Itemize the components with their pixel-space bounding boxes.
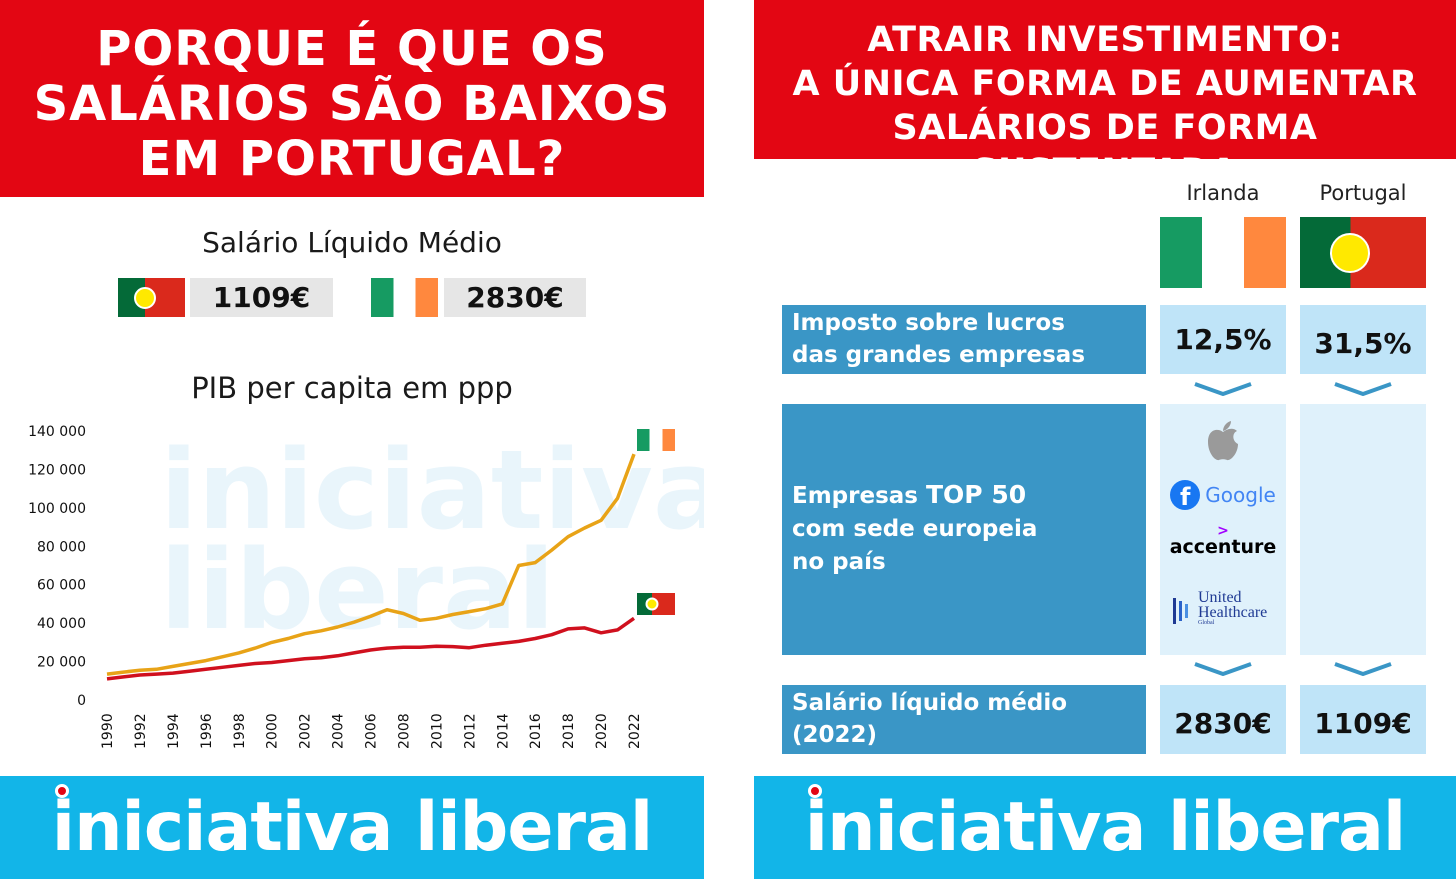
tax-portugal-value: 31,5% [1300, 305, 1426, 374]
logo-text-part-2: liberal [415, 788, 653, 867]
portugal-companies-cell [1300, 404, 1426, 655]
chevron-down-icon [1194, 382, 1252, 396]
ireland-line-flag-icon [637, 429, 675, 451]
y-tick-label: 80 000 [37, 539, 86, 555]
logo-text-part-1: iniciativa [804, 788, 1147, 867]
accenture-logo: > accenture [1160, 523, 1286, 558]
logo-text-part-1: iniciativa [51, 788, 394, 867]
right-title-line-1: ATRAIR INVESTIMENTO: [867, 20, 1343, 60]
chevron-down-icon [1334, 382, 1392, 396]
left-title-line-1: PORQUE É QUE OS [96, 21, 608, 77]
column-header-portugal: Portugal [1319, 181, 1407, 205]
y-tick-label: 20 000 [37, 655, 86, 671]
x-tick-label: 2014 [495, 713, 511, 749]
right-title-banner: ATRAIR INVESTIMENTO: A ÚNICA FORMA DE AU… [754, 0, 1456, 192]
right-footer-logo: iniciativa liberal [754, 776, 1456, 879]
left-title-line-2: SALÁRIOS SÃO BAIXOS [33, 76, 671, 132]
x-tick-label: 2020 [594, 713, 610, 749]
left-footer-logo: iniciativa liberal [0, 776, 704, 879]
logo-text-part-2: liberal [1168, 788, 1406, 867]
row-label-salary: Salário líquido médio (2022) [782, 685, 1146, 754]
chevron-down-icon [1334, 662, 1392, 676]
salary-label-line-2: (2022) [792, 722, 878, 748]
chart-series [106, 453, 636, 681]
left-infographic: iniciativa liberal PORQUE É QUE OS SALÁR… [0, 0, 704, 879]
x-tick-label: 1990 [100, 713, 116, 749]
ireland-flag-icon [1160, 217, 1286, 288]
salary-heading: Salário Líquido Médio [202, 226, 502, 259]
x-tick-label: 2002 [298, 713, 314, 749]
chevron-down-icon [1194, 662, 1252, 676]
x-axis: 1990 1992 1994 1996 1998 2000 2002 2004 2006 2008… [100, 713, 643, 749]
watermark: iniciativa liberal [160, 426, 704, 654]
x-tick-label: 2008 [396, 713, 412, 749]
y-tick-label: 60 000 [37, 578, 86, 594]
y-tick-label: 40 000 [37, 616, 86, 632]
x-tick-label: 2022 [627, 713, 643, 749]
portugal-flag-icon [1300, 217, 1426, 288]
watermark-line-2: liberal [160, 526, 555, 654]
salary-portugal-cell: 1109€ [1300, 685, 1426, 754]
portugal-flag-icon [118, 278, 185, 317]
x-tick-label: 2004 [331, 713, 347, 749]
accenture-caret-icon: > [1217, 523, 1229, 539]
portugal-line-flag-icon [637, 593, 675, 615]
x-tick-label: 1996 [199, 713, 215, 749]
y-axis: 0 20 000 40 000 60 000 80 000 100 000 120 000 1… [28, 424, 86, 709]
tax-label-line-2: das grandes empresas [792, 342, 1086, 368]
top50-label-line-3: no país [792, 549, 886, 575]
left-title-banner: PORQUE É QUE OS SALÁRIOS SÃO BAIXOS EM P… [0, 0, 704, 197]
salary-ireland-cell: 2830€ [1160, 685, 1286, 754]
salary-label-line-1: Salário líquido médio [792, 690, 1068, 716]
left-title-line-3: EM PORTUGAL? [138, 131, 566, 187]
x-tick-label: 2006 [364, 713, 380, 749]
facebook-logo-icon: f [1170, 480, 1201, 511]
x-tick-label: 1994 [166, 713, 182, 749]
x-tick-label: 1998 [232, 713, 248, 749]
right-title-line-2: A ÚNICA FORMA DE AUMENTAR [792, 64, 1418, 104]
y-tick-label: 100 000 [28, 501, 86, 517]
y-tick-label: 140 000 [28, 424, 86, 440]
row-label-top50: Empresas TOP 50 com sede europeia no paí… [782, 404, 1146, 655]
x-tick-label: 2012 [462, 713, 478, 749]
y-tick-label: 120 000 [28, 462, 86, 478]
tax-label-line-1: Imposto sobre lucros [792, 310, 1065, 336]
x-tick-label: 2000 [265, 713, 281, 749]
y-tick-label: 0 [77, 693, 86, 709]
top50-label-line-1: Empresas TOP 50 [792, 480, 1027, 509]
series-line-ireland [106, 453, 636, 676]
column-header-ireland: Irlanda [1186, 181, 1260, 205]
ireland-flag-icon [371, 278, 438, 317]
x-tick-label: 2018 [561, 713, 577, 749]
united-healthcare-logo: United Healthcare Global [1160, 590, 1286, 630]
tax-ireland-value: 12,5% [1160, 305, 1286, 374]
panel-gutter [704, 0, 754, 879]
facebook-google-logos: f Google [1160, 480, 1286, 514]
right-title-line-3: SALÁRIOS DE FORMA SUSTENTADA [892, 108, 1318, 192]
chart-title: PIB per capita em ppp [191, 371, 513, 405]
ireland-companies-cell: f Google > accenture United Healthcare G… [1160, 404, 1286, 655]
right-infographic: ATRAIR INVESTIMENTO: A ÚNICA FORMA DE AU… [754, 0, 1456, 879]
gdp-line-chart: 0 20 000 40 000 60 000 80 000 100 000 120 000 1… [28, 424, 643, 749]
x-tick-label: 1992 [133, 713, 149, 749]
salary-portugal-value: 1109€ [190, 278, 333, 317]
salary-ireland-value: 2830€ [444, 278, 586, 317]
series-line-portugal [106, 616, 636, 681]
x-tick-label: 2016 [528, 713, 544, 749]
row-label-tax: Imposto sobre lucros das grandes empresa… [782, 305, 1146, 374]
google-logo: Google [1205, 483, 1276, 507]
top50-label-line-2: com sede europeia [792, 516, 1038, 542]
united-healthcare-icon [1173, 598, 1188, 624]
x-tick-label: 2010 [429, 713, 445, 749]
apple-logo-icon [1208, 421, 1238, 461]
watermark-line-1: iniciativa [160, 426, 704, 554]
